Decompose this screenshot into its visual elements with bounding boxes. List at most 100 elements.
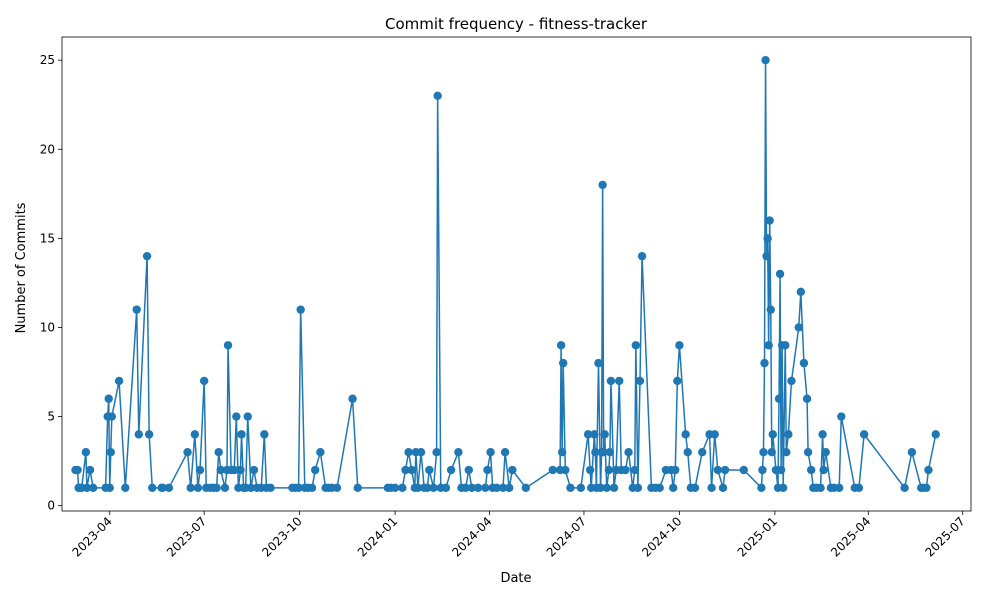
x-tick-label: 2024-01 xyxy=(355,514,400,559)
data-point xyxy=(637,251,647,261)
x-tick-label: 2023-07 xyxy=(164,514,209,559)
data-point xyxy=(765,216,774,225)
data-point xyxy=(246,483,256,493)
data-point xyxy=(398,483,407,493)
data-point xyxy=(576,483,586,493)
data-point xyxy=(404,448,413,457)
data-point xyxy=(266,483,275,493)
data-point xyxy=(85,465,95,475)
data-point xyxy=(461,483,470,493)
data-point xyxy=(763,234,772,243)
data-point xyxy=(655,483,664,493)
data-point xyxy=(310,465,320,475)
data-point xyxy=(713,465,723,475)
data-point xyxy=(599,448,608,457)
data-point xyxy=(766,305,775,314)
data-point xyxy=(332,483,342,493)
data-point xyxy=(223,341,233,350)
data-point xyxy=(214,448,223,457)
data-point xyxy=(88,483,98,493)
y-tick-label: 5 xyxy=(47,410,55,424)
data-point xyxy=(681,430,690,439)
data-point xyxy=(193,483,203,493)
plot-area xyxy=(71,55,940,493)
data-point xyxy=(762,251,771,261)
data-point xyxy=(492,483,501,493)
data-point xyxy=(183,448,192,457)
data-point xyxy=(390,483,400,493)
data-point xyxy=(757,483,766,493)
data-point xyxy=(416,448,426,457)
data-point xyxy=(73,465,82,475)
data-point xyxy=(605,448,615,457)
data-point xyxy=(807,465,816,475)
data-point xyxy=(243,412,252,421)
data-point xyxy=(778,483,788,493)
data-point xyxy=(232,412,241,421)
data-point xyxy=(900,483,909,493)
data-point xyxy=(454,448,463,457)
data-point xyxy=(784,430,793,439)
data-point xyxy=(630,465,639,475)
data-point xyxy=(720,465,730,475)
data-point xyxy=(821,448,830,457)
data-point xyxy=(668,483,678,493)
data-point xyxy=(776,465,786,475)
data-point xyxy=(429,483,438,493)
data-point xyxy=(818,430,827,439)
data-point xyxy=(598,180,607,190)
data-point xyxy=(230,465,239,475)
data-point xyxy=(158,483,167,493)
x-axis-label: Date xyxy=(500,571,531,586)
data-point xyxy=(594,358,603,368)
data-point xyxy=(316,448,325,457)
axes-frame xyxy=(61,36,972,512)
axes: 0 5 10 15 20 25 2023-04 2023-07 2023-10 2024-01 20… xyxy=(40,36,972,560)
data-point xyxy=(486,448,495,457)
data-point xyxy=(413,483,423,493)
x-tick-label: 2024-07 xyxy=(544,514,589,559)
data-point xyxy=(446,465,456,475)
data-point xyxy=(758,465,767,475)
data-point xyxy=(432,448,441,457)
data-point xyxy=(195,465,205,475)
data-point xyxy=(121,483,130,493)
data-point xyxy=(521,483,531,493)
data-point xyxy=(212,483,221,493)
data-point xyxy=(294,483,303,493)
data-point xyxy=(148,483,157,493)
data-point xyxy=(600,430,609,439)
data-point xyxy=(621,465,630,475)
data-point xyxy=(907,448,917,457)
data-point xyxy=(144,430,154,439)
data-point xyxy=(186,483,195,493)
data-point xyxy=(107,412,117,421)
data-point xyxy=(82,483,92,493)
data-point xyxy=(764,341,773,350)
data-point xyxy=(557,448,567,457)
data-point xyxy=(794,323,803,332)
data-point xyxy=(859,430,869,439)
data-point xyxy=(590,430,599,439)
x-tick-label: 2025-04 xyxy=(828,514,873,559)
data-point xyxy=(81,448,91,457)
data-point xyxy=(105,483,114,493)
data-point xyxy=(837,412,846,421)
data-point xyxy=(819,465,828,475)
data-point xyxy=(816,483,825,493)
data-point xyxy=(635,376,645,386)
chart-title: Commit frequency - fitness-tracker xyxy=(385,15,648,33)
data-point xyxy=(585,465,595,475)
series-line xyxy=(75,59,937,489)
x-tick-label: 2025-01 xyxy=(735,514,780,559)
data-point xyxy=(467,483,477,493)
data-point xyxy=(673,376,682,386)
data-point xyxy=(796,287,806,297)
data-point xyxy=(781,341,790,350)
data-point xyxy=(199,376,209,386)
data-point xyxy=(761,55,770,65)
data-point xyxy=(931,430,940,439)
data-point xyxy=(739,465,748,475)
x-tick-label: 2025-07 xyxy=(922,514,967,559)
